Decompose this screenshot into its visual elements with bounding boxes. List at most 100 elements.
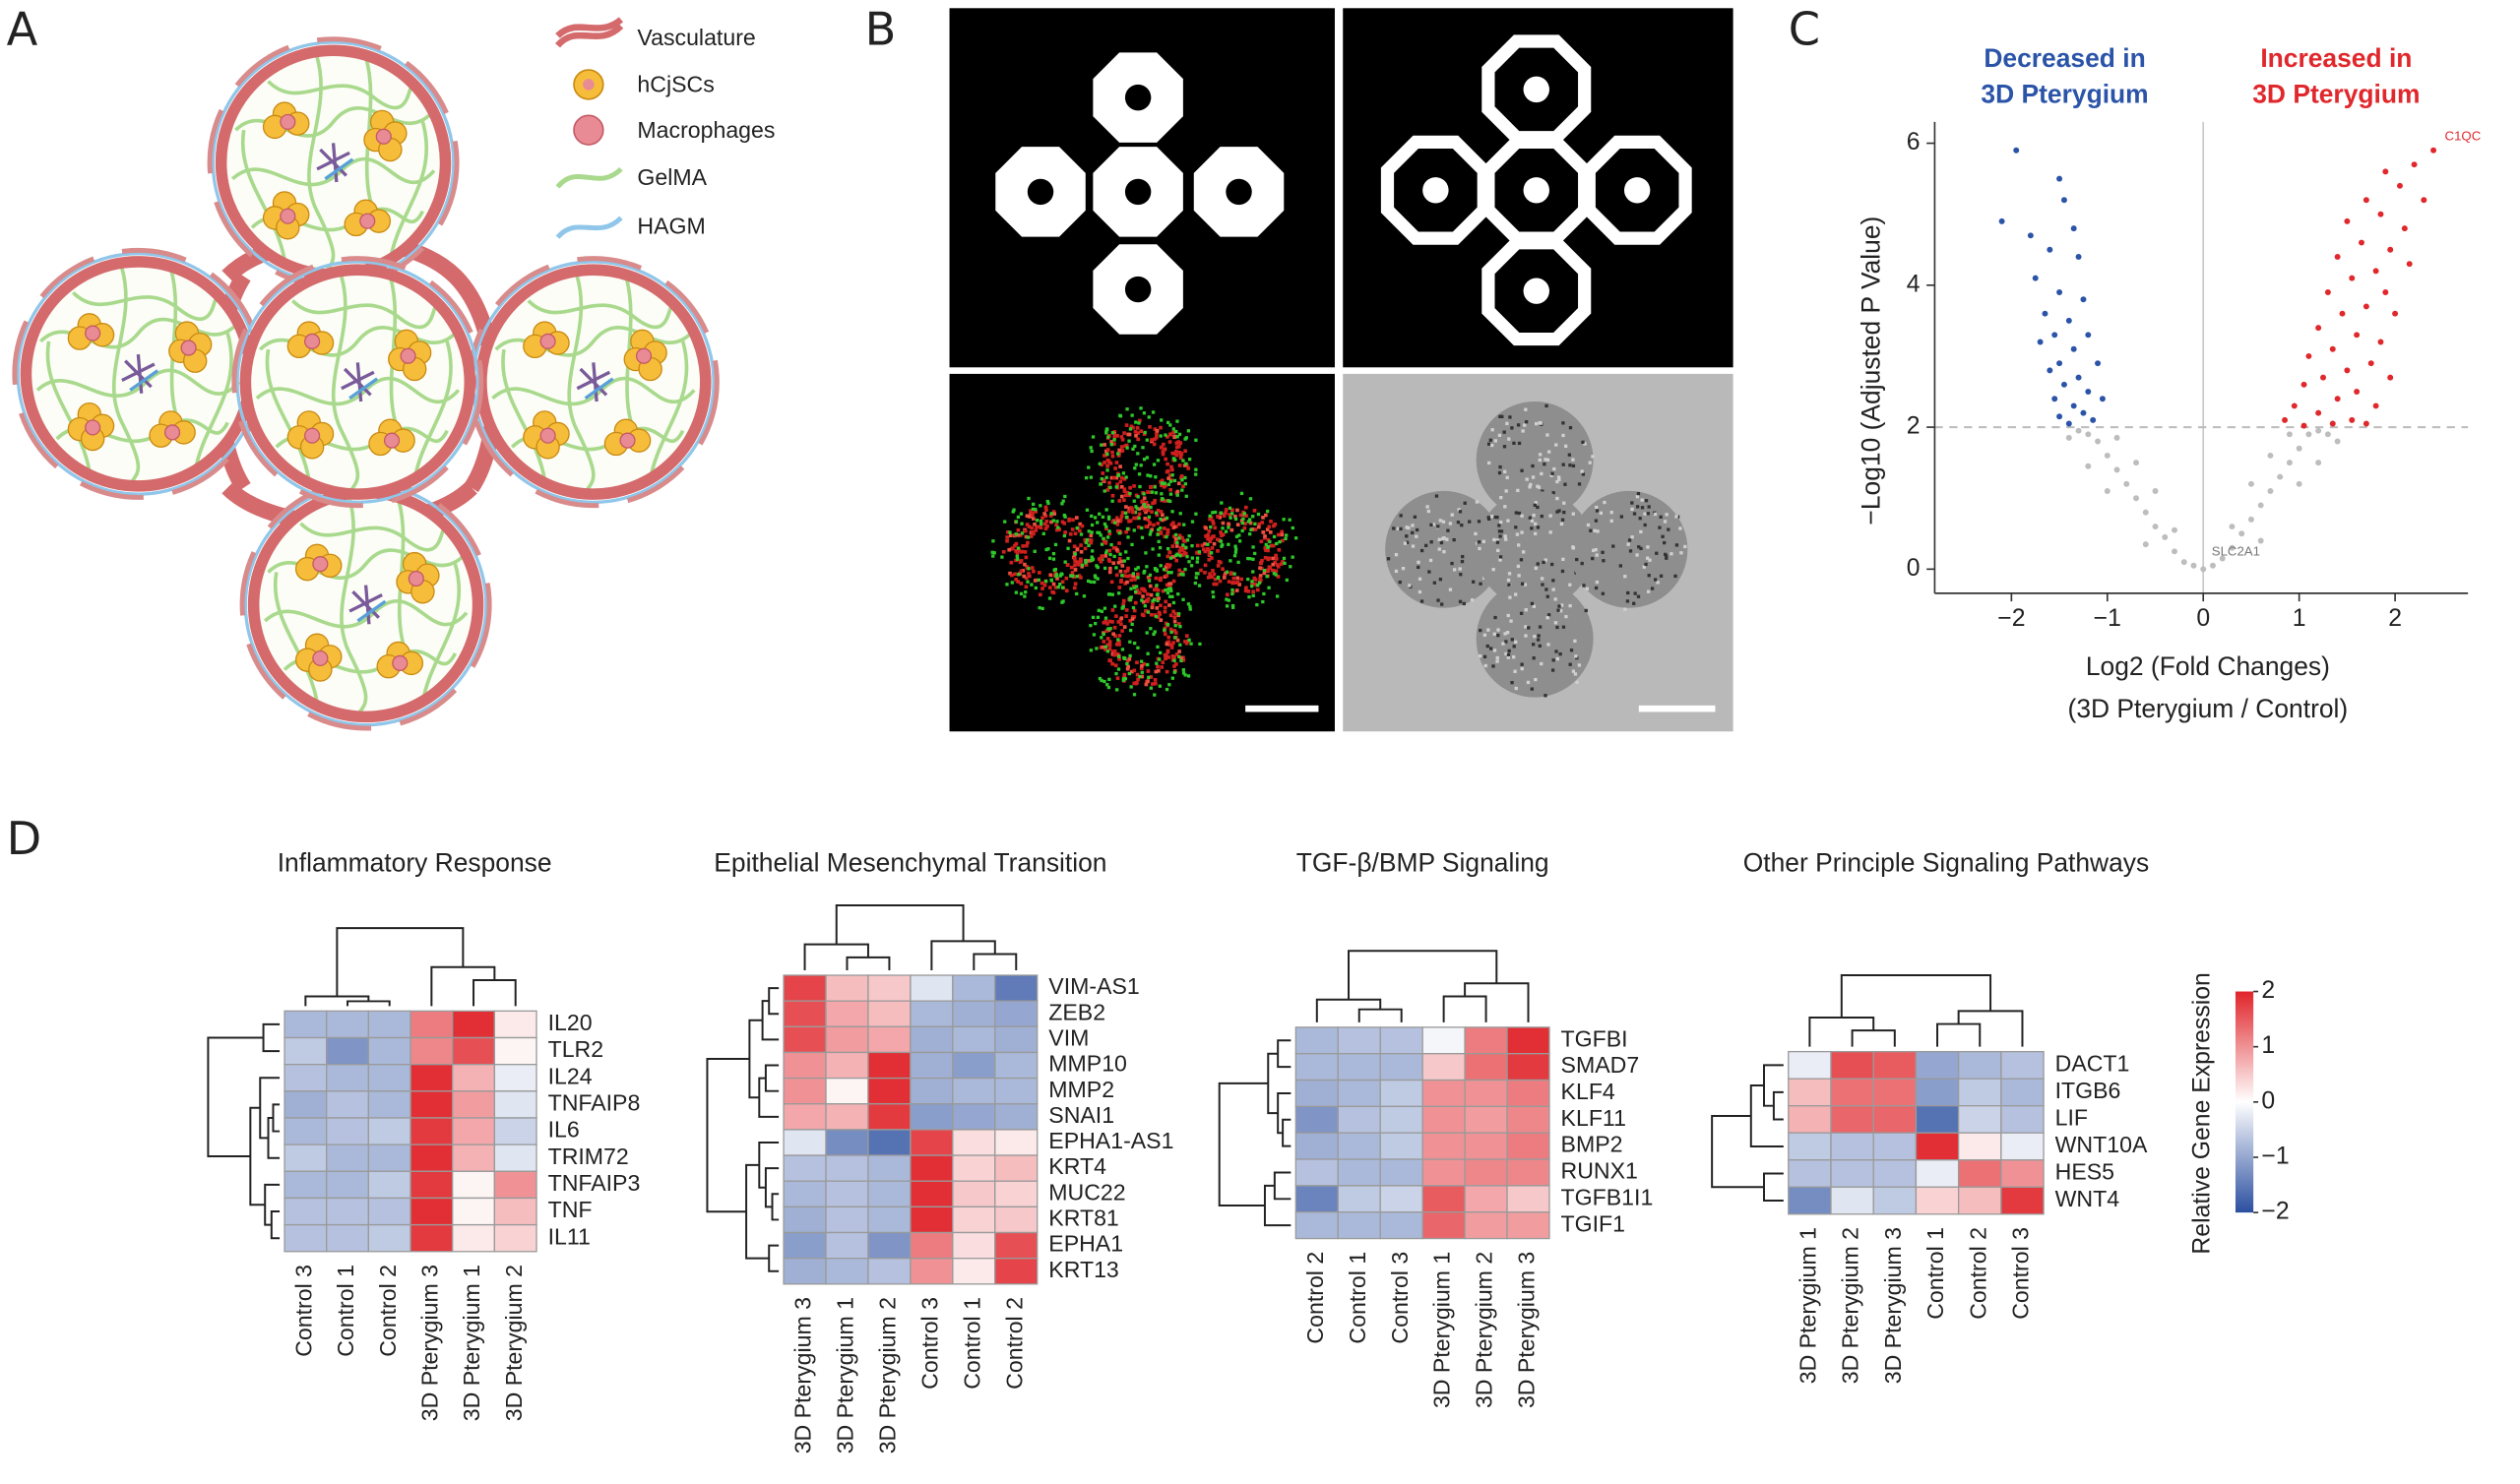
cell-dot <box>1121 602 1126 607</box>
dendrogram <box>1267 1052 1279 1115</box>
cell-speck <box>1515 532 1520 536</box>
point <box>2267 488 2274 494</box>
cell-dot <box>1115 676 1120 680</box>
point <box>2070 402 2077 409</box>
heatmap-cell <box>1506 1105 1550 1134</box>
scaffold-illustration <box>15 39 717 728</box>
cell-dot <box>1134 575 1139 580</box>
cell-dot <box>1106 515 1111 519</box>
cell-dot <box>1194 438 1198 442</box>
point <box>2104 452 2110 459</box>
cell-dot <box>1037 578 1040 583</box>
heatmap-cell <box>994 1231 1039 1260</box>
cell-dot <box>1033 549 1037 553</box>
heatmap-cell <box>326 1170 370 1200</box>
cell-dot <box>1043 514 1048 519</box>
annotation: Increased in <box>2260 43 2412 73</box>
cell-dot <box>1024 585 1029 589</box>
point <box>2085 332 2092 339</box>
cell-dot <box>1017 548 1021 552</box>
cell-dot <box>1123 570 1128 574</box>
cell-dot <box>1171 600 1176 605</box>
cell-dot <box>1084 563 1089 567</box>
row-label: EPHA1 <box>1048 1231 1123 1257</box>
cell-dot <box>1093 574 1098 578</box>
heatmap-cell <box>367 1223 411 1253</box>
cell-dot <box>1163 526 1166 530</box>
heatmap-cell <box>1337 1211 1381 1240</box>
colorbar-tick-label: −2 <box>2261 1199 2289 1225</box>
cell-dot <box>1134 505 1138 509</box>
cell-dot <box>1114 475 1119 480</box>
cell-dot <box>1019 582 1024 586</box>
cell-speck <box>1650 587 1655 590</box>
cell-speck <box>1602 559 1606 563</box>
cell-speck <box>1452 568 1457 572</box>
cell-dot <box>1168 556 1173 560</box>
cell-dot <box>1172 658 1176 662</box>
cell-dot <box>1178 441 1183 446</box>
cell-dot <box>1211 522 1216 526</box>
cell-dot <box>1129 578 1133 583</box>
cell-speck <box>1648 558 1652 562</box>
cell-dot <box>1149 627 1153 631</box>
heatmap-cell <box>867 1180 912 1208</box>
cell-dot <box>1089 649 1094 652</box>
cell-speck <box>1627 538 1632 542</box>
cell-dot <box>1137 472 1142 476</box>
point <box>2372 268 2379 275</box>
cell-dot <box>1186 466 1191 470</box>
cell-dot <box>1139 659 1144 663</box>
cell-speck <box>1633 591 1637 595</box>
cell-dot <box>1197 584 1202 587</box>
heatmap-cell <box>1788 1159 1832 1188</box>
cell-dot <box>1228 513 1231 517</box>
cell-dot <box>1036 519 1040 523</box>
cell-speck <box>1674 543 1679 547</box>
cell-dot <box>1136 566 1140 570</box>
cell-speck <box>1498 558 1502 562</box>
cell-dot <box>1148 424 1152 429</box>
point <box>2362 303 2369 310</box>
cell-dot <box>1265 575 1269 579</box>
cell-dot <box>1253 522 1257 526</box>
cell-dot <box>1187 534 1191 538</box>
point <box>2032 275 2039 281</box>
cell-dot <box>1013 543 1017 548</box>
cell-dot <box>1159 510 1164 514</box>
cell-dot <box>1175 540 1179 545</box>
cell-dot <box>1120 648 1125 651</box>
cell-dot <box>1016 557 1020 561</box>
cell-dot <box>1153 678 1158 682</box>
cell-speck <box>1431 523 1435 526</box>
cell-dot <box>1194 576 1198 580</box>
cell-speck <box>1603 500 1606 505</box>
cell-speck <box>1529 482 1533 487</box>
cell-dot <box>1138 674 1142 679</box>
cell-dot <box>1248 521 1253 526</box>
cell-dot <box>1170 510 1174 514</box>
cell-dot <box>1096 615 1101 619</box>
dendrogram <box>249 1106 266 1206</box>
heatmap-title: Inflammatory Response <box>278 848 552 878</box>
cell-dot <box>1075 516 1079 520</box>
cell-speck <box>1499 520 1503 525</box>
cell-dot <box>1116 454 1121 458</box>
cell-dot <box>1136 576 1140 580</box>
cell-dot <box>1167 440 1172 444</box>
cell-speck <box>1458 567 1462 571</box>
cell-dot <box>1049 520 1053 525</box>
heatmap-cell <box>410 1170 454 1200</box>
cell-dot <box>1164 621 1168 626</box>
cell-dot <box>1116 667 1121 671</box>
cell-dot <box>1239 519 1244 523</box>
cell-dot <box>1038 525 1041 529</box>
cell-dot <box>1230 591 1234 596</box>
cell-dot <box>1210 534 1215 539</box>
cell-dot <box>1240 528 1244 533</box>
cell-dot <box>1089 580 1093 584</box>
cell-dot <box>1178 545 1183 550</box>
cell-speck <box>1508 415 1512 419</box>
cell-speck <box>1503 534 1507 538</box>
cell-speck <box>1472 580 1476 584</box>
